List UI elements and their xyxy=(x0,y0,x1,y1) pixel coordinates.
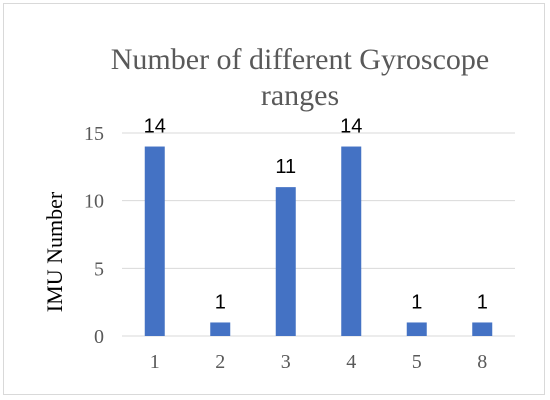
y-tick-label: 5 xyxy=(94,258,104,280)
data-label: 1 xyxy=(411,291,422,313)
x-tick-label: 4 xyxy=(346,351,356,373)
chart-frame xyxy=(3,3,545,395)
data-label: 1 xyxy=(215,291,226,313)
bars xyxy=(144,146,493,336)
bar xyxy=(210,322,231,336)
y-tick-label: 0 xyxy=(94,326,104,348)
y-tick-label: 15 xyxy=(84,123,104,145)
data-label: 11 xyxy=(275,156,296,178)
bar xyxy=(472,322,493,336)
chart-title-line-1: Number of different Gyroscope xyxy=(110,43,490,76)
bar xyxy=(341,146,362,336)
x-tick-label: 3 xyxy=(281,351,291,373)
bar xyxy=(275,187,296,336)
x-tick-label: 5 xyxy=(412,351,422,373)
y-axis-label: IMU Number xyxy=(42,191,67,312)
gridlines xyxy=(122,132,515,337)
data-label: 14 xyxy=(340,116,362,138)
bar xyxy=(144,146,165,336)
y-tick-label: 10 xyxy=(84,191,104,213)
bar xyxy=(406,322,427,336)
x-tick-label: 8 xyxy=(477,351,487,373)
x-tick-label: 2 xyxy=(215,351,225,373)
data-label: 14 xyxy=(144,116,166,138)
data-label: 1 xyxy=(477,291,488,313)
y-axis-ticks: 0 5 10 15 xyxy=(84,123,104,348)
x-axis-ticks: 1 2 3 4 5 8 xyxy=(150,351,488,373)
x-tick-label: 1 xyxy=(150,351,160,373)
chart-title-line-2: ranges xyxy=(260,79,340,112)
